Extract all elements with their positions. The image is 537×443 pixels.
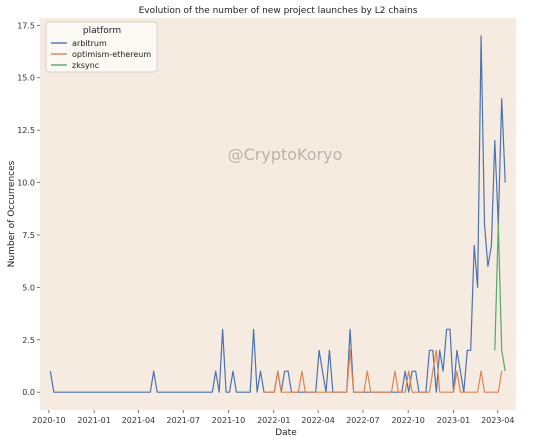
- x-tick-label: 2020-10: [32, 416, 65, 425]
- y-tick-label: 17.5: [17, 21, 35, 30]
- y-tick-label: 15.0: [17, 74, 35, 83]
- chart-title: Evolution of the number of new project l…: [139, 6, 418, 16]
- y-tick-label: 10.0: [17, 179, 35, 188]
- x-tick-label: 2022-01: [257, 416, 290, 425]
- x-tick-label: 2022-10: [391, 416, 424, 425]
- legend-label-optimism-ethereum: optimism-ethereum: [72, 50, 151, 59]
- y-axis: 0.0 2.5 5.0 7.5 10.0 12.5 15.0 17.5: [17, 21, 40, 397]
- x-axis: 2020-10 2021-01 2021-04 2021-07 2021-10 2022-…: [32, 410, 515, 425]
- legend: platform arbitrum optimism-ethereum zksync: [45, 21, 158, 73]
- x-tick-label: 2021-10: [212, 416, 245, 425]
- legend-label-arbitrum: arbitrum: [72, 39, 107, 48]
- x-tick-label: 2022-04: [301, 416, 334, 425]
- watermark: @CryptoKoryo: [228, 145, 343, 164]
- legend-box: [45, 21, 158, 73]
- y-tick-label: 2.5: [22, 336, 35, 345]
- x-tick-label: 2022-07: [346, 416, 379, 425]
- series-line-arbitrum: [49, 35, 506, 393]
- y-tick-label: 7.5: [22, 231, 35, 240]
- x-tick-label: 2023-04: [481, 416, 514, 425]
- x-tick-label: 2021-01: [77, 416, 110, 425]
- y-tick-label: 12.5: [17, 126, 35, 135]
- legend-title: platform: [83, 26, 121, 36]
- y-tick-label: 5.0: [22, 283, 35, 292]
- series-line-zksync: [494, 223, 506, 372]
- x-tick-label: 2023-01: [437, 416, 470, 425]
- x-tick-label: 2021-04: [122, 416, 155, 425]
- x-tick-label: 2021-07: [167, 416, 200, 425]
- series-layer: [49, 35, 506, 393]
- x-axis-title: Date: [275, 428, 297, 438]
- y-axis-title: Number of Occurrences: [7, 160, 17, 267]
- y-tick-label: 0.0: [22, 388, 35, 397]
- series-line-optimism-ethereum: [264, 349, 503, 393]
- legend-label-zksync: zksync: [72, 61, 99, 70]
- plot-background: [40, 18, 516, 410]
